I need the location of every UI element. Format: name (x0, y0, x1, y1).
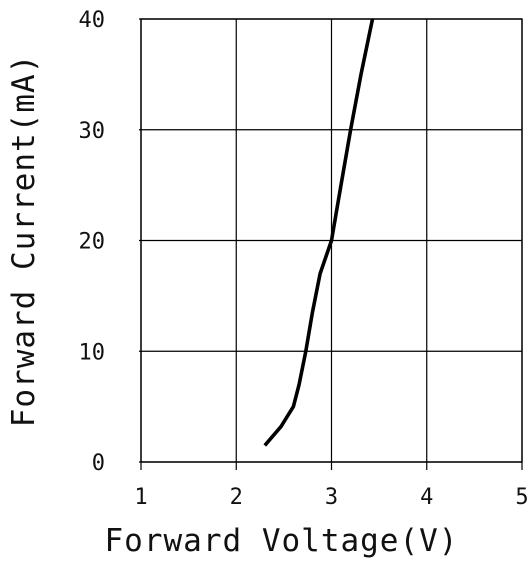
y-tick-label: 0 (92, 451, 105, 476)
x-tick-labels: 1 2 3 4 5 (134, 485, 528, 510)
x-axis-label: Forward Voltage(V) (105, 523, 459, 559)
x-tick-label: 1 (134, 485, 147, 510)
series-group (263, 18, 375, 447)
plot-frame (140, 18, 523, 463)
y-tick-label: 20 (79, 230, 106, 255)
y-tick-label: 30 (79, 119, 106, 144)
x-tick-label: 3 (325, 485, 338, 510)
y-tick-label: 10 (79, 340, 106, 365)
series-line (263, 18, 375, 447)
x-tick-label: 2 (230, 485, 243, 510)
y-tick-labels: 0 10 20 30 40 (79, 8, 106, 476)
y-tick-label: 40 (79, 8, 106, 33)
x-tick-label: 4 (420, 485, 433, 510)
x-tick-label: 5 (515, 485, 528, 510)
y-axis-label: Forward Current(mA) (6, 54, 42, 428)
